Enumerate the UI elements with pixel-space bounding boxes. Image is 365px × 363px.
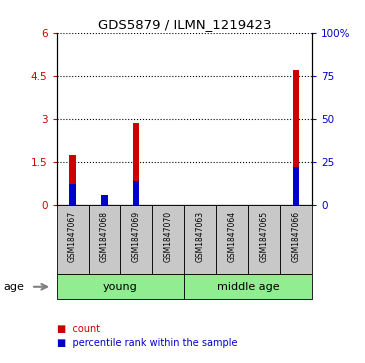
Bar (133, 181, 139, 205)
Bar (57, 274, 184, 299)
Bar (120, 205, 153, 274)
Bar (184, 205, 216, 274)
Text: young: young (103, 282, 138, 292)
Text: GSM1847065: GSM1847065 (260, 211, 269, 262)
Text: middle age: middle age (217, 282, 280, 292)
Bar (216, 205, 248, 274)
Text: GSM1847068: GSM1847068 (100, 211, 109, 262)
Bar (248, 205, 280, 274)
Bar (293, 167, 299, 205)
Bar (69, 184, 76, 205)
Title: GDS5879 / ILMN_1219423: GDS5879 / ILMN_1219423 (97, 19, 271, 32)
Text: GSM1847070: GSM1847070 (164, 211, 173, 262)
Text: age: age (4, 282, 24, 292)
Text: GSM1847067: GSM1847067 (68, 211, 77, 262)
Bar (69, 155, 76, 205)
Bar (153, 205, 184, 274)
Text: GSM1847063: GSM1847063 (196, 211, 205, 262)
Bar (101, 195, 108, 205)
Bar (57, 205, 89, 274)
Bar (280, 205, 312, 274)
Text: GSM1847066: GSM1847066 (292, 211, 301, 262)
Bar (133, 123, 139, 205)
Bar (184, 274, 312, 299)
Bar (101, 198, 108, 205)
Text: GSM1847064: GSM1847064 (228, 211, 237, 262)
Text: ■  count: ■ count (57, 323, 100, 334)
Bar (293, 70, 299, 205)
Text: ■  percentile rank within the sample: ■ percentile rank within the sample (57, 338, 237, 348)
Bar (89, 205, 120, 274)
Text: GSM1847069: GSM1847069 (132, 211, 141, 262)
